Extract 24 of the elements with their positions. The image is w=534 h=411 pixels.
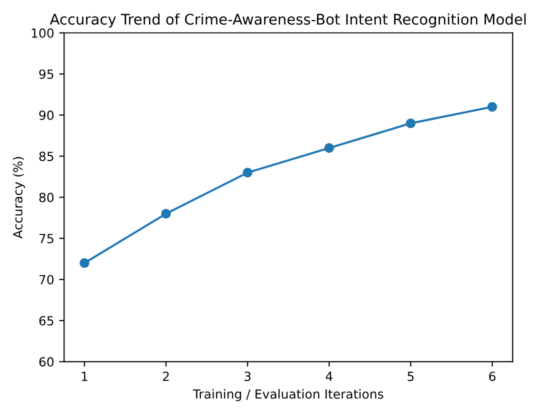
x-tick-label: 1: [82, 372, 88, 381]
y-tick-label: 95: [39, 69, 54, 79]
y-tick-label: 100: [32, 28, 54, 38]
y-tick-label: 65: [39, 316, 54, 326]
chart-title: Accuracy Trend of Crime-Awareness-Bot Intent Recognition Model: [50, 13, 526, 28]
y-tick-label: 85: [39, 152, 54, 162]
y-tick-label: 75: [39, 234, 54, 244]
y-tick-label: 90: [39, 110, 54, 120]
x-tick-label: 4: [326, 372, 332, 381]
y-tick-label: 60: [39, 357, 54, 367]
point: [406, 118, 416, 128]
x-tick-label: 6: [489, 372, 496, 382]
point: [161, 208, 171, 219]
y-tick-label: 70: [39, 274, 54, 284]
x-axis-title: Training / Evaluation Iterations: [192, 389, 384, 402]
point: [242, 168, 252, 178]
point: [487, 102, 498, 112]
x-tick-label: 2: [162, 372, 169, 381]
x-tick-label: 3: [244, 372, 251, 382]
point: [324, 143, 334, 153]
point: [80, 258, 90, 268]
y-axis-title: Accuracy (%): [12, 157, 25, 239]
x-tick-label: 5: [408, 372, 414, 382]
y-tick-label: 80: [39, 192, 54, 202]
